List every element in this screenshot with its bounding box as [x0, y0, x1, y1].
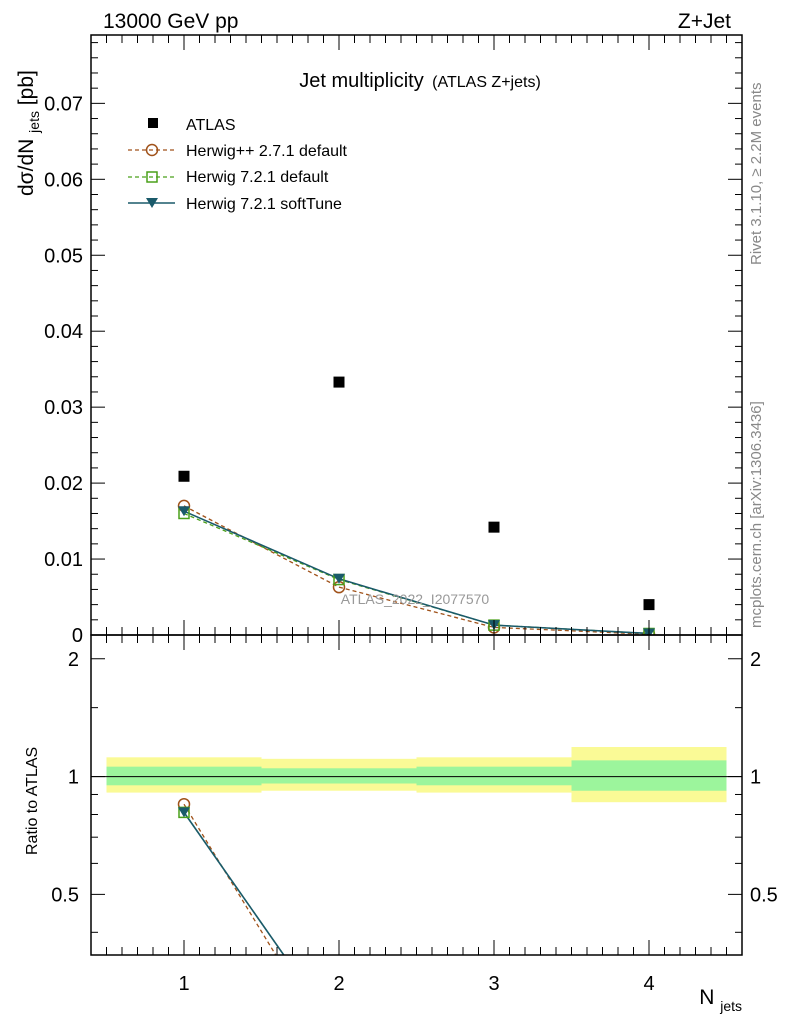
x-axis-label: N jets — [699, 986, 742, 1014]
x-tick-label: 1 — [178, 973, 189, 995]
y-tick-label: 0.02 — [44, 473, 83, 495]
uncertainty-band-inner — [571, 760, 727, 791]
ratio-y-tick-label-right: 1 — [750, 767, 761, 789]
mcplots-info: mcplots.cern.ch [arXiv:1306.3436] — [748, 401, 765, 628]
y-tick-label: 0.01 — [44, 549, 83, 571]
data-point-s3-1 — [333, 573, 345, 584]
data-point-s3-0 — [178, 506, 190, 517]
legend-marker-atlas — [148, 118, 158, 128]
data-point-s0-1 — [333, 376, 345, 388]
y-tick-label: 0.05 — [44, 245, 83, 267]
uncertainty-band-inner — [261, 768, 417, 784]
legend-label-herwigpp: Herwig++ 2.7.1 default — [186, 143, 348, 160]
series-line-1 — [183, 505, 650, 635]
y-tick-label: 0 — [72, 625, 83, 647]
y-axis-label-sub: jets — [26, 111, 42, 134]
ratio-point-2 — [178, 807, 190, 818]
header-left: 13000 GeV pp — [103, 10, 238, 33]
y-tick-label: 0.03 — [44, 397, 83, 419]
uncertainty-band-inner — [416, 766, 572, 786]
y-axis-label-main: dσ/dN — [15, 139, 38, 196]
series-line-2 — [183, 512, 650, 635]
x-tick-label: 4 — [643, 973, 654, 995]
series-line-3 — [183, 510, 650, 635]
ratio-plot: 0.5 0.5 1 1 2 2 1 2 3 4 Ratio to ATLAS N jets — [24, 634, 778, 1014]
watermark: ATLAS_2022_I2077570 — [341, 591, 490, 607]
x-tick-label: 3 — [488, 973, 499, 995]
ratio-line-0 — [183, 803, 277, 955]
legend-label-atlas: ATLAS — [186, 117, 236, 134]
chart-title-suffix: (ATLAS Z+jets) — [432, 74, 541, 91]
legend-label-herwig-softtune: Herwig 7.2.1 softTune — [186, 196, 342, 213]
header-right: Z+Jet — [678, 10, 731, 33]
ratio-y-axis-label: Ratio to ATLAS — [24, 747, 41, 855]
rivet-info: Rivet 3.1.10, ≥ 2.2M events — [748, 83, 765, 266]
ratio-line-2 — [183, 811, 285, 955]
legend: ATLAS Herwig++ 2.7.1 default Herwig 7.2.… — [128, 117, 348, 213]
x-tick-label: 2 — [333, 973, 344, 995]
y-tick-label: 0.06 — [44, 169, 83, 191]
legend-marker-herwig-softtune — [146, 198, 158, 208]
chart-title-main: Jet multiplicity — [299, 70, 423, 92]
ratio-line-1 — [183, 812, 285, 955]
y-tick-label: 0.07 — [44, 93, 83, 115]
ratio-y-tick-label-right: 2 — [750, 649, 761, 671]
ratio-y-tick-label-right: 0.5 — [750, 884, 778, 906]
ratio-y-tick-label-left: 0.5 — [51, 884, 79, 906]
legend-label-herwig-default: Herwig 7.2.1 default — [186, 169, 329, 186]
ratio-y-tick-label-left: 2 — [68, 649, 79, 671]
uncertainty-band-inner — [106, 766, 262, 786]
y-axis-label-unit: [pb] — [15, 70, 38, 105]
chart-title: Jet multiplicity (ATLAS Z+jets) — [299, 70, 541, 92]
y-tick-label: 0.04 — [44, 321, 83, 343]
data-point-s0-2 — [488, 521, 500, 533]
y-axis-label: dσ/dN jets [pb] — [15, 70, 44, 196]
data-point-s0-0 — [178, 470, 190, 482]
data-point-s0-3 — [643, 599, 655, 611]
x-axis-label-sub: jets — [719, 998, 742, 1014]
legend-marker-herwigpp — [145, 143, 159, 157]
ratio-y-tick-label-left: 1 — [68, 767, 79, 789]
main-plot: ATLAS_2022_I2077570 0 0.01 0.02 0.03 0.04 0.0… — [15, 34, 743, 647]
x-axis-label-main: N — [699, 986, 714, 1009]
legend-marker-herwig-default — [146, 171, 158, 183]
